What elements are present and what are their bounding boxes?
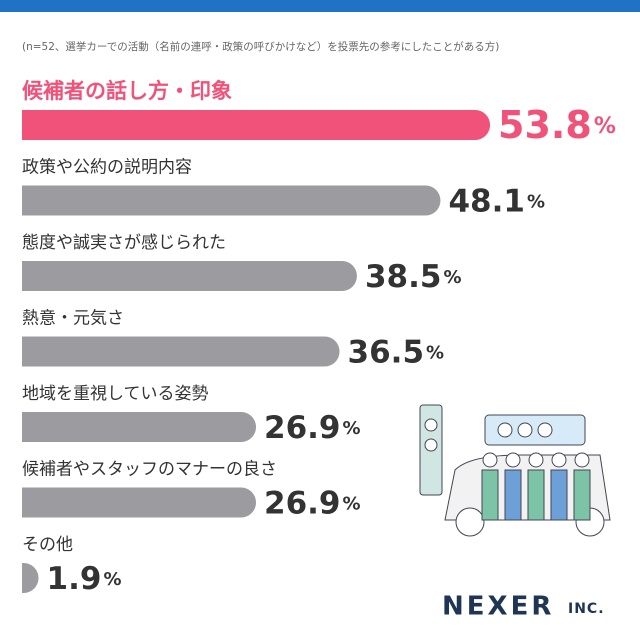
bar: [22, 185, 441, 216]
bar: [22, 412, 257, 442]
value-unit: %: [527, 192, 545, 213]
illustration: [419, 404, 611, 537]
value-label: 1.9%: [47, 561, 122, 597]
bar: [22, 261, 357, 291]
brand: NEXER: [442, 592, 554, 622]
category-label: その他: [22, 535, 73, 555]
value-unit: %: [594, 114, 616, 139]
brand-suffix: INC.: [568, 601, 605, 617]
value-number: 48.1: [448, 183, 524, 219]
category-label: 地域を重視している姿勢: [22, 384, 209, 404]
value-label: 26.9%: [264, 485, 361, 521]
value-unit: %: [343, 418, 361, 439]
value-label: 48.1%: [448, 183, 545, 219]
value-unit: %: [443, 267, 461, 288]
value-unit: %: [103, 569, 121, 590]
bar: [22, 563, 39, 593]
value-label: 53.8%: [498, 103, 616, 147]
value-label: 36.5%: [348, 334, 445, 370]
category-label: 態度や誠実さが感じられた: [22, 233, 226, 253]
value-label: 26.9%: [264, 410, 361, 446]
bar: [22, 110, 491, 140]
chart-subtitle: (n=52、選挙カーでの活動（名前の連呼・政策の呼びかけなど）を投票先の参考にし…: [22, 40, 499, 53]
value-number: 36.5: [348, 334, 425, 370]
value-unit: %: [343, 494, 361, 515]
bar: [22, 336, 340, 367]
bar: [22, 487, 257, 518]
value-number: 53.8: [498, 103, 592, 147]
category-label: 候補者やスタッフのマナーの良さ: [22, 460, 277, 480]
category-label: 候補者の話し方・印象: [22, 79, 232, 103]
value-number: 38.5: [365, 259, 442, 295]
value-number: 26.9: [264, 410, 341, 446]
category-label: 政策や公約の説明内容: [22, 158, 192, 178]
value-unit: %: [426, 343, 444, 364]
value-label: 38.5%: [365, 259, 462, 295]
category-label: 熱意・元気さ: [22, 309, 124, 329]
value-number: 26.9: [264, 485, 341, 521]
value-number: 1.9: [47, 561, 102, 597]
top-band: [0, 0, 640, 12]
